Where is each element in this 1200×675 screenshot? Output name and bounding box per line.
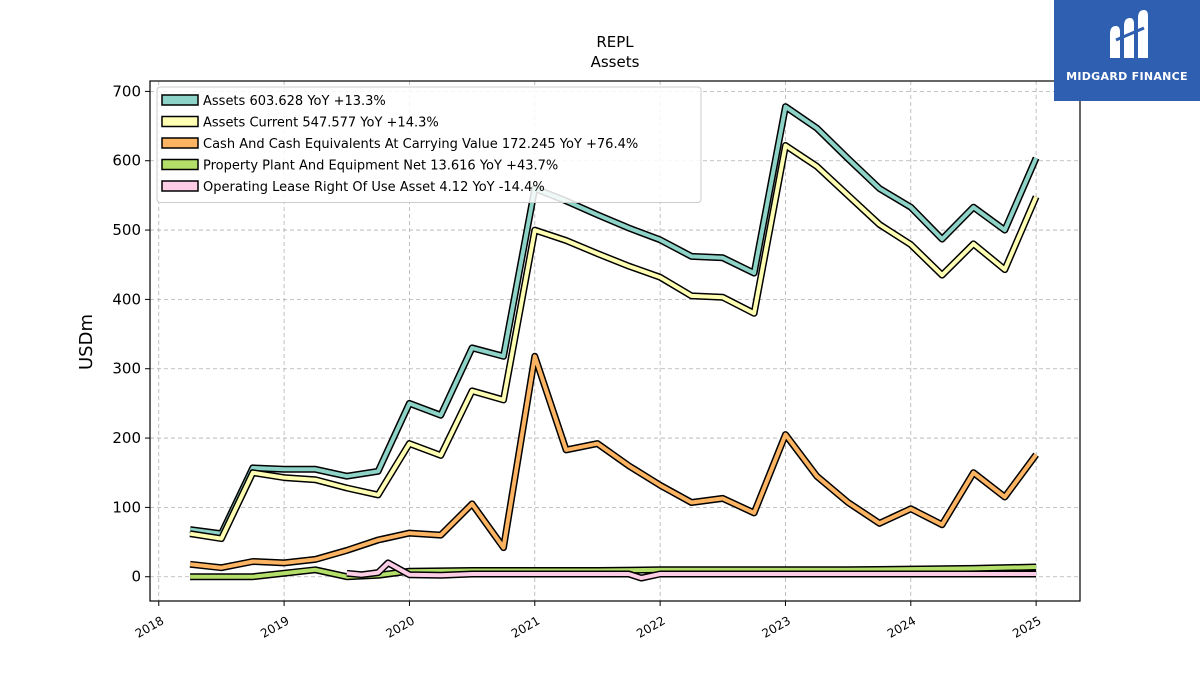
legend-label: Assets 603.628 YoY +13.3% (203, 94, 386, 109)
midgard-logo-icon (1110, 10, 1148, 58)
brand-name: MIDGARD FINANCE (1066, 70, 1188, 83)
x-tick-label: 2021 (509, 613, 542, 640)
x-tick-label: 2023 (760, 613, 793, 640)
series-0 (189, 103, 1040, 538)
series-line (189, 143, 1038, 541)
chart-subtitle: Assets (591, 53, 640, 71)
y-tick-label: 300 (112, 360, 141, 378)
plot-frame (149, 80, 1081, 602)
y-tick-label: 200 (112, 429, 141, 447)
legend-swatch (161, 115, 199, 128)
y-tick-label: 600 (112, 152, 141, 170)
y-axis-label: USDm (76, 314, 97, 370)
x-tick-label: 2018 (133, 613, 166, 640)
y-tick-label: 700 (112, 82, 141, 100)
legend: Assets 603.628 YoY +13.3% Assets Current … (156, 86, 702, 203)
legend-label: Property Plant And Equipment Net 13.616 … (203, 159, 558, 174)
legend-label: Operating Lease Right Of Use Asset 4.12 … (203, 180, 545, 195)
y-tick-label: 400 (112, 290, 141, 308)
plot-area (189, 103, 1040, 582)
series-1 (189, 142, 1040, 543)
brand-logo: MIDGARD FINANCE (1054, 0, 1200, 101)
series-4 (346, 559, 1037, 582)
y-tick-label: 500 (112, 221, 141, 239)
y-tick-label: 0 (131, 568, 141, 586)
x-tick-label: 2024 (885, 613, 918, 640)
legend-label: Assets Current 547.577 YoY +14.3% (203, 116, 439, 131)
x-tick-label: 2022 (634, 613, 667, 640)
legend-swatch (161, 137, 199, 149)
series-line (189, 354, 1038, 570)
legend-box (156, 86, 702, 203)
series-line (189, 104, 1038, 536)
legend-swatch (161, 180, 199, 192)
series-line (346, 560, 1037, 581)
legend-label: Cash And Cash Equivalents At Carrying Va… (203, 137, 638, 152)
legend-swatch (161, 158, 199, 171)
chart-title: REPL (596, 33, 634, 51)
x-tick-label: 2020 (383, 613, 416, 640)
series-2 (189, 352, 1039, 572)
legend-swatch (161, 94, 199, 106)
x-tick-label: 2025 (1010, 613, 1043, 640)
series-outline (189, 352, 1039, 572)
y-tick-label: 100 (112, 498, 141, 516)
x-tick-label: 2019 (258, 613, 291, 640)
